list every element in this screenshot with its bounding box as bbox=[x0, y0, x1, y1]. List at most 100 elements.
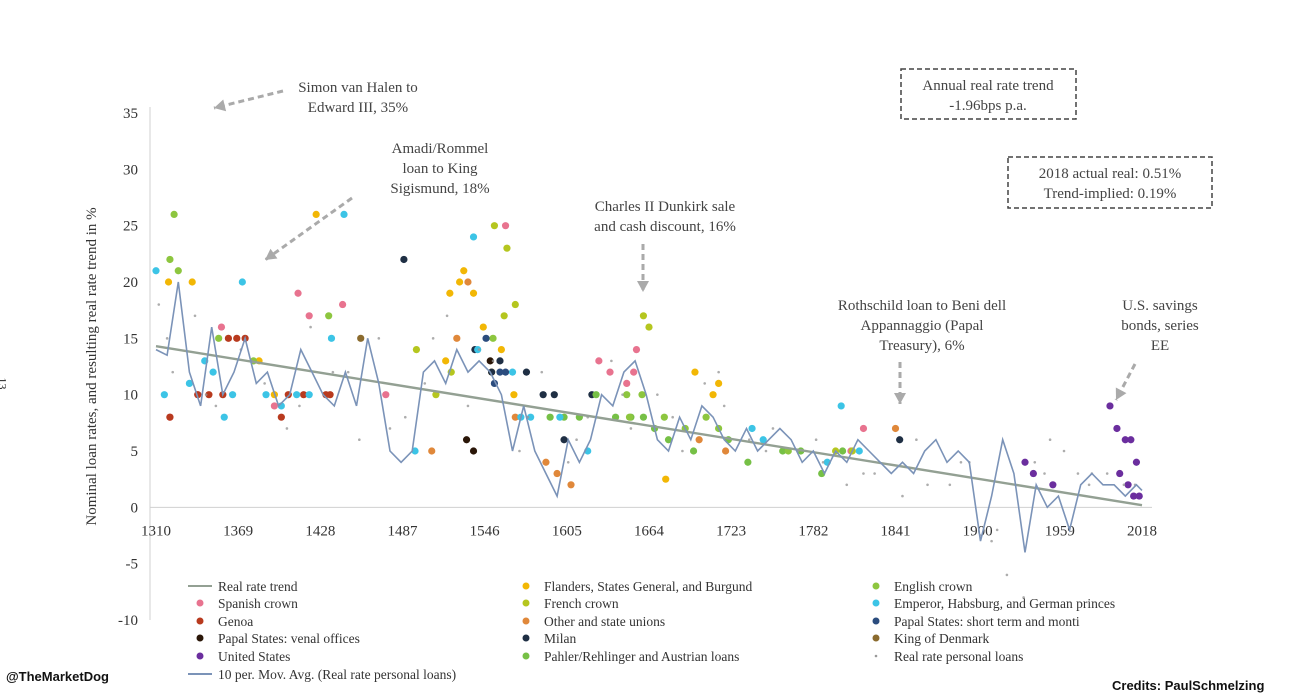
dot-english bbox=[325, 312, 333, 320]
annotation-amadi-arrow-head bbox=[265, 248, 278, 260]
dot-real bbox=[901, 494, 904, 498]
x-tick-label: 1664 bbox=[634, 523, 665, 539]
dot-english bbox=[638, 391, 646, 399]
dot-real bbox=[873, 472, 876, 475]
dot-genoa bbox=[300, 391, 308, 399]
dot-pahler bbox=[664, 436, 673, 444]
legend-label-french: French crown bbox=[544, 596, 619, 611]
dot-emperor bbox=[837, 402, 845, 410]
dot-real bbox=[681, 449, 684, 453]
dot-real bbox=[193, 314, 197, 318]
dot-flanders bbox=[455, 278, 464, 286]
dot-us bbox=[1106, 402, 1114, 410]
dot-french bbox=[645, 323, 653, 331]
dot-pahler bbox=[744, 458, 752, 466]
dot-milan bbox=[560, 436, 568, 444]
dot-other_unions bbox=[453, 334, 461, 342]
dot-genoa bbox=[224, 334, 233, 342]
dot-real bbox=[1005, 573, 1009, 577]
dot-us bbox=[1116, 469, 1124, 478]
dot-real bbox=[309, 325, 312, 329]
dot-real bbox=[477, 348, 481, 351]
dot-real bbox=[263, 382, 266, 385]
watermark-right: Credits: PaulSchmelzing bbox=[1112, 678, 1265, 693]
dot-pahler bbox=[838, 447, 847, 455]
dot-real bbox=[926, 483, 929, 487]
annotation-us-savings: EE bbox=[1151, 338, 1169, 354]
y-tick-label: 35 bbox=[123, 106, 138, 122]
legend-label-milan: Milan bbox=[544, 631, 576, 646]
lines-layer bbox=[155, 281, 1143, 553]
dot-flanders bbox=[691, 368, 699, 376]
dot-real bbox=[377, 337, 381, 340]
dot-real bbox=[575, 438, 578, 442]
dot-real bbox=[165, 337, 169, 340]
y-tick-label: 0 bbox=[131, 500, 139, 516]
dot-flanders bbox=[460, 267, 468, 275]
dot-flanders bbox=[442, 357, 450, 365]
dot-emperor bbox=[527, 413, 535, 421]
dot-real bbox=[491, 359, 495, 363]
dot-emperor bbox=[209, 368, 217, 376]
x-tick-label: 1428 bbox=[305, 523, 335, 539]
dot-real bbox=[995, 528, 999, 532]
dot-real bbox=[862, 472, 865, 475]
dot-flanders bbox=[312, 210, 320, 218]
dot-flanders bbox=[662, 475, 670, 483]
dot-emperor bbox=[185, 379, 194, 387]
dot-spanish bbox=[623, 379, 631, 387]
dot-english bbox=[625, 413, 634, 421]
dot-pahler bbox=[546, 413, 554, 421]
dot-real bbox=[1076, 472, 1080, 475]
y-tick-label: 5 bbox=[131, 444, 139, 460]
legend-dot-us bbox=[196, 652, 204, 660]
dot-us bbox=[1127, 436, 1135, 444]
dot-spanish bbox=[294, 289, 302, 297]
dot-other_unions bbox=[567, 481, 575, 489]
dot-us bbox=[1029, 469, 1037, 478]
dot-us bbox=[1130, 492, 1138, 500]
dot-real bbox=[703, 382, 707, 385]
x-tick-label: 1841 bbox=[881, 523, 911, 539]
dot-english bbox=[170, 210, 178, 218]
dot-english bbox=[489, 334, 497, 342]
dot-real bbox=[157, 303, 161, 306]
legend-label-flanders: Flanders, States General, and Burgund bbox=[544, 579, 752, 594]
dot-real bbox=[959, 460, 963, 464]
actual-real-text: 2018 actual real: 0.51% bbox=[1039, 166, 1181, 182]
dot-spanish bbox=[630, 368, 638, 376]
legend-dot-flanders bbox=[522, 582, 530, 590]
dot-real bbox=[717, 370, 720, 374]
x-tick-label: 2018 bbox=[1127, 523, 1157, 539]
dot-papal_short bbox=[496, 368, 504, 376]
dot-emperor bbox=[220, 413, 228, 421]
dot-emperor bbox=[469, 233, 478, 241]
dot-french bbox=[511, 300, 519, 309]
y-axis-label: Nominal loan rates, and resulting real r… bbox=[84, 207, 100, 525]
dot-real bbox=[388, 427, 392, 430]
dot-real bbox=[656, 393, 659, 396]
dot-other_unions bbox=[721, 447, 730, 455]
dot-papal_venal bbox=[486, 357, 494, 365]
dot-emperor bbox=[474, 346, 482, 354]
dot-other_unions bbox=[428, 447, 436, 455]
dot-us bbox=[1049, 481, 1057, 489]
annotation-charles-arrow-head bbox=[637, 281, 649, 292]
watermark-left: @TheMarketDog bbox=[6, 669, 109, 684]
dot-other_unions bbox=[511, 413, 519, 421]
legend-dot-papal_short bbox=[872, 617, 880, 625]
legend-dot-emperor bbox=[872, 599, 880, 607]
dot-real bbox=[814, 438, 818, 442]
dot-emperor bbox=[228, 391, 237, 399]
dot-real bbox=[1087, 483, 1091, 487]
dot-real bbox=[214, 404, 218, 408]
dot-flanders bbox=[479, 323, 487, 331]
dot-emperor bbox=[152, 267, 160, 275]
legend-label-papal_venal: Papal States: venal offices bbox=[218, 631, 360, 646]
legend-dot-genoa bbox=[196, 617, 204, 625]
dot-spanish bbox=[270, 402, 278, 410]
annotation-us-savings: bonds, series bbox=[1121, 318, 1199, 334]
dot-real bbox=[747, 438, 751, 442]
dot-denmark bbox=[357, 334, 365, 342]
annotation-amadi-arrow-shaft bbox=[264, 196, 353, 262]
